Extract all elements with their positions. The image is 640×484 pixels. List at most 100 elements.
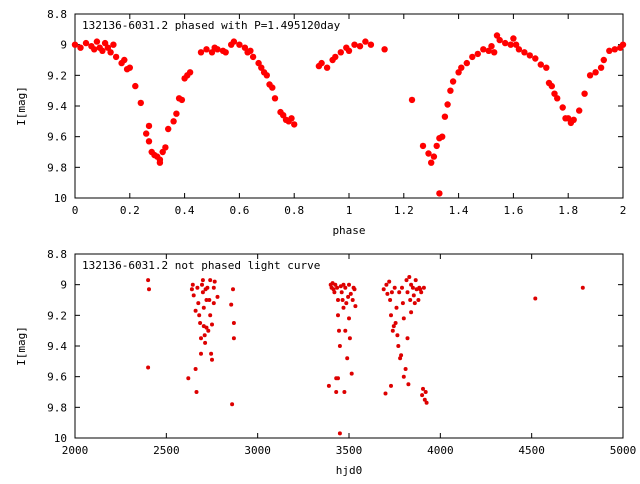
- phased-data-point: [512, 41, 520, 48]
- unphased-data-point: [392, 285, 397, 290]
- unphased-data-point: [422, 397, 427, 402]
- phased-data-point: [480, 46, 487, 53]
- phased-data-point: [291, 121, 298, 128]
- unphased-y-tick-labels: 8.8 9 9.2 9.4 9.6 9.8 10: [47, 248, 67, 445]
- unphased-data-point: [391, 324, 396, 329]
- phased-data-point: [485, 47, 492, 54]
- phased-data-point: [203, 46, 210, 53]
- phased-data-point: [107, 49, 114, 56]
- unphased-data-point: [337, 344, 342, 348]
- phased-x-tick-label: 2: [620, 204, 627, 217]
- phased-x-tick-label: 0: [72, 204, 79, 217]
- unphased-data-point: [401, 316, 406, 321]
- phased-data-point: [126, 64, 133, 71]
- unphased-plot-title: 132136-6031.2 not phased light curve: [82, 259, 320, 272]
- unphased-data-point: [212, 279, 217, 284]
- phased-data-point: [170, 118, 177, 125]
- unphased-data-point: [215, 294, 220, 299]
- unphased-data-point: [406, 382, 411, 387]
- unphased-data-point: [409, 310, 414, 315]
- phased-data-point: [121, 56, 128, 64]
- unphased-data-point: [190, 282, 195, 287]
- phased-data-point: [543, 64, 550, 71]
- unphased-data-point: [424, 400, 429, 405]
- unphased-data-point: [146, 365, 151, 370]
- phased-x-tick-label: 1.4: [449, 204, 469, 217]
- unphased-data-point: [405, 336, 410, 341]
- unphased-data-point: [398, 356, 403, 361]
- phased-data-point: [502, 39, 509, 47]
- phased-plot-ticks: [74, 13, 624, 199]
- unphased-data-point: [407, 275, 412, 279]
- unphased-data-point: [335, 285, 340, 290]
- phased-data-point: [570, 116, 577, 124]
- phased-data-point: [110, 41, 117, 48]
- unphased-data-point: [347, 336, 352, 341]
- phased-y-tick-label: 9.4: [47, 100, 67, 113]
- unphased-y-tick-label: 9.8: [47, 401, 67, 414]
- phased-data-point: [258, 64, 265, 71]
- unphased-data-point: [326, 383, 331, 388]
- unphased-data-point: [194, 390, 199, 394]
- phased-data-point: [439, 133, 446, 140]
- phased-data-point: [611, 46, 618, 53]
- phased-data-point: [515, 46, 523, 53]
- phased-data-point: [408, 96, 416, 104]
- unphased-data-point: [343, 328, 348, 333]
- phased-data-point: [559, 104, 566, 111]
- phased-data-point: [91, 46, 98, 53]
- unphased-data-point: [209, 351, 214, 356]
- phased-data-point: [425, 150, 432, 157]
- phased-data-point: [430, 153, 438, 160]
- unphased-data-point: [203, 340, 208, 345]
- phased-data-point: [444, 101, 451, 108]
- unphased-plot-ticks: [74, 253, 624, 439]
- phased-data-point: [101, 39, 109, 47]
- phased-data-point: [428, 159, 435, 166]
- unphased-data-point: [389, 313, 393, 318]
- unphased-data-point: [387, 279, 392, 284]
- unphased-data-point: [146, 278, 151, 283]
- phased-x-tick-label: 1.8: [558, 204, 578, 217]
- phased-data-point: [132, 82, 139, 90]
- phased-y-tick-label: 9.8: [47, 161, 67, 174]
- phased-data-point: [356, 43, 364, 50]
- unphased-data-point: [231, 321, 236, 325]
- unphased-data-point: [421, 285, 426, 290]
- phased-data-point: [507, 41, 514, 48]
- unphased-data-point: [350, 298, 355, 302]
- unphased-data-point: [347, 282, 351, 287]
- unphased-data-point: [349, 371, 354, 376]
- phased-x-tick-label: 0.4: [175, 204, 195, 217]
- unphased-data-point: [201, 305, 206, 310]
- unphased-data-point: [191, 293, 196, 298]
- unphased-data-point: [345, 356, 350, 361]
- unphased-data-point: [421, 386, 425, 391]
- unphased-data-point: [336, 376, 340, 381]
- unphased-data-point: [343, 285, 348, 290]
- unphased-data-point: [393, 321, 398, 325]
- unphased-data-point: [200, 282, 204, 287]
- phased-data-point: [526, 52, 533, 59]
- unphased-data-point: [389, 290, 394, 295]
- unphased-data-point: [390, 328, 395, 333]
- phased-data-point: [156, 159, 164, 166]
- unphased-y-tick-label: 10: [54, 432, 67, 445]
- unphased-x-tick-label: 2500: [153, 444, 180, 457]
- unphased-data-point: [208, 313, 213, 318]
- phased-data-point: [592, 69, 599, 76]
- phased-data-point: [381, 46, 388, 53]
- phased-data-point: [597, 64, 605, 71]
- unphased-x-tick-labels: 2000 2500 3000 3500 4000 4500 5000: [62, 444, 637, 457]
- phased-x-tick-label: 0.2: [120, 204, 140, 217]
- unphased-data-point: [340, 298, 345, 302]
- unphased-data-point: [231, 287, 235, 292]
- unphased-data-point: [208, 278, 213, 283]
- unphased-x-tick-label: 2000: [62, 444, 89, 457]
- phased-data-point: [318, 59, 325, 67]
- phased-data-point: [474, 50, 481, 58]
- unphased-data-point: [396, 344, 401, 348]
- unphased-data-point: [413, 278, 418, 283]
- unphased-data-point: [409, 282, 414, 287]
